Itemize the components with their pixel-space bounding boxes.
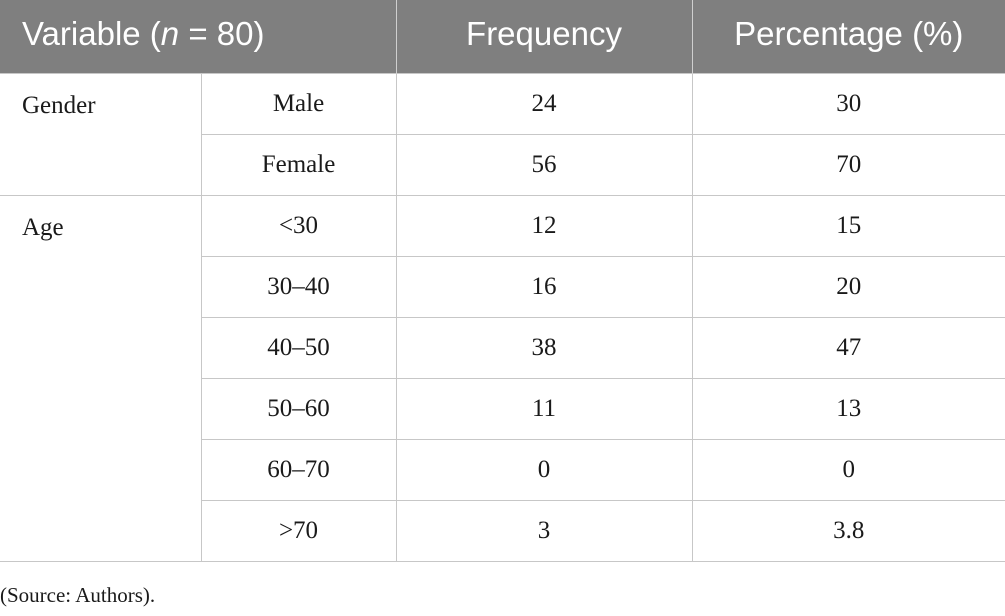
table-row: Female 56 70: [0, 133, 1005, 196]
table-row: Age <30 12 15: [0, 194, 1005, 562]
percentage-cell: 13: [691, 377, 1005, 440]
table-row: Gender Male 24 30: [0, 72, 1005, 196]
table-caption: (Source: Authors).: [0, 583, 156, 607]
percentage-cell: 3.8: [691, 499, 1005, 562]
group-label-gender: Gender: [0, 72, 202, 196]
category-cell: Female: [200, 133, 397, 196]
table-header: Variable (n = 80) Frequency Percentage (…: [0, 0, 1005, 73]
group-label-age: Age: [0, 194, 202, 562]
percentage-cell: 47: [691, 316, 1005, 379]
frequency-cell: 12: [395, 194, 693, 257]
header-variable-n: n: [160, 15, 180, 53]
frequency-cell: 38: [395, 316, 693, 379]
frequency-cell: 3: [395, 499, 693, 562]
percentage-cell: 15: [691, 194, 1005, 257]
header-variable: Variable (n = 80): [0, 0, 396, 73]
table-body: Gender Male 24 30 Female 56 70 Age <30 1…: [0, 72, 1005, 562]
category-cell: <30: [200, 194, 397, 257]
category-cell: 50–60: [200, 377, 397, 440]
frequency-cell: 0: [395, 438, 693, 501]
category-cell: 30–40: [200, 255, 397, 318]
percentage-cell: 0: [691, 438, 1005, 501]
frequency-cell: 16: [395, 255, 693, 318]
category-cell: Male: [200, 72, 397, 135]
category-cell: 40–50: [200, 316, 397, 379]
table-row: >70 3 3.8: [0, 499, 1005, 562]
percentage-cell: 30: [691, 72, 1005, 135]
header-variable-prefix: Variable (: [22, 15, 161, 53]
category-cell: 60–70: [200, 438, 397, 501]
table-row: 40–50 38 47: [0, 316, 1005, 379]
frequency-cell: 24: [395, 72, 693, 135]
header-row: Variable (n = 80) Frequency Percentage (…: [0, 0, 1005, 73]
demographics-table: Variable (n = 80) Frequency Percentage (…: [0, 0, 1005, 562]
header-frequency: Frequency: [395, 0, 692, 73]
frequency-cell: 11: [395, 377, 693, 440]
table-row: 30–40 16 20: [0, 255, 1005, 318]
table-row: 50–60 11 13: [0, 377, 1005, 440]
category-cell: >70: [200, 499, 397, 562]
percentage-cell: 70: [691, 133, 1005, 196]
frequency-cell: 56: [395, 133, 693, 196]
percentage-cell: 20: [691, 255, 1005, 318]
header-variable-suffix: = 80): [179, 15, 265, 53]
header-percentage: Percentage (%): [691, 0, 1005, 73]
